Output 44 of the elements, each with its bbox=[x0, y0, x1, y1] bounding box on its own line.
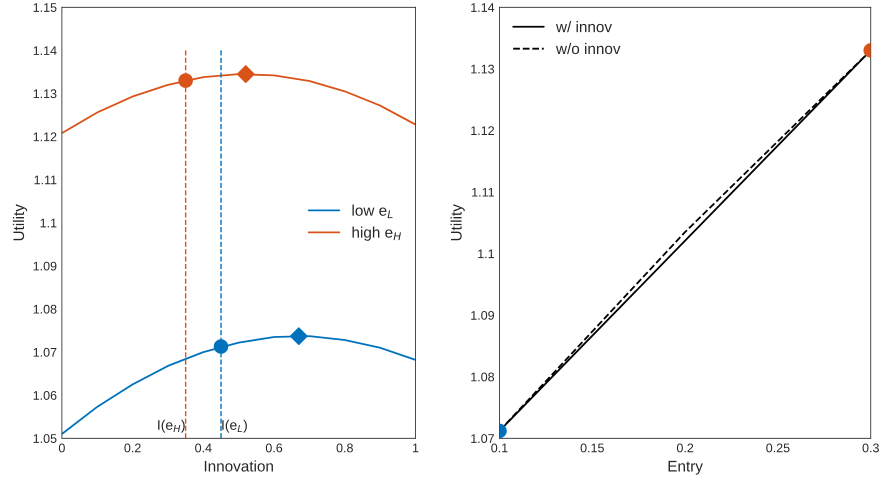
y-tick-label: 1.15 bbox=[34, 3, 56, 12]
x-tick-label: 0.25 bbox=[766, 443, 790, 452]
y-tick-label: 1.12 bbox=[471, 126, 494, 135]
x-tick-label: 0.2 bbox=[124, 443, 141, 452]
x-tick-label: 0.3 bbox=[862, 443, 879, 452]
x-axis-title: Innovation bbox=[204, 460, 273, 472]
y-tick-label: 1.05 bbox=[34, 434, 56, 443]
y-tick-label: 1.06 bbox=[34, 391, 56, 400]
y-axis-title: Utility bbox=[450, 204, 465, 240]
legend-label: w/ innov bbox=[556, 21, 612, 32]
y-tick-label: 1.12 bbox=[34, 132, 56, 142]
point bbox=[236, 65, 255, 84]
x-tick-label: 0.2 bbox=[676, 443, 694, 452]
annotation: I(e$_{L}$) bbox=[222, 420, 247, 433]
y-tick-label: 1.09 bbox=[471, 310, 494, 320]
legend-label: low e$_{L}$ bbox=[352, 204, 393, 218]
y-tick-label: 1.1 bbox=[478, 250, 494, 258]
y-tick-label: 1.08 bbox=[34, 304, 56, 314]
y-tick-label: 1.1 bbox=[40, 218, 56, 228]
x-tick-label: 0.1 bbox=[491, 443, 508, 452]
annotation: I(e$_{H}$) bbox=[158, 420, 185, 433]
y-tick-label: 1.09 bbox=[34, 262, 56, 271]
legend-label: high e$_{H}$ bbox=[352, 226, 401, 241]
point bbox=[178, 73, 193, 88]
x-tick-label: 0.15 bbox=[580, 443, 604, 452]
y-axis-title: Utility bbox=[12, 204, 28, 240]
legend-label: w/o innov bbox=[556, 42, 620, 54]
y-tick-label: 1.11 bbox=[472, 188, 494, 197]
y-tick-label: 1.14 bbox=[34, 46, 57, 55]
y-tick-label: 1.13 bbox=[34, 89, 56, 98]
x-tick-label: 0.4 bbox=[195, 443, 212, 452]
y-tick-label: 1.14 bbox=[471, 3, 494, 12]
x-tick-label: 0.6 bbox=[266, 443, 282, 452]
y-tick-label: 1.07 bbox=[34, 348, 56, 357]
y-tick-label: 1.08 bbox=[471, 372, 494, 382]
x-tick-label: 0 bbox=[58, 443, 65, 452]
x-tick-label: 1 bbox=[412, 444, 418, 452]
y-tick-label: 1.11 bbox=[34, 176, 56, 184]
y-tick-label: 1.07 bbox=[471, 434, 494, 443]
x-tick-label: 0.8 bbox=[336, 443, 353, 452]
point bbox=[290, 327, 308, 346]
point bbox=[214, 339, 228, 354]
y-tick-label: 1.13 bbox=[471, 64, 494, 74]
x-axis-title: Entry bbox=[668, 460, 703, 475]
